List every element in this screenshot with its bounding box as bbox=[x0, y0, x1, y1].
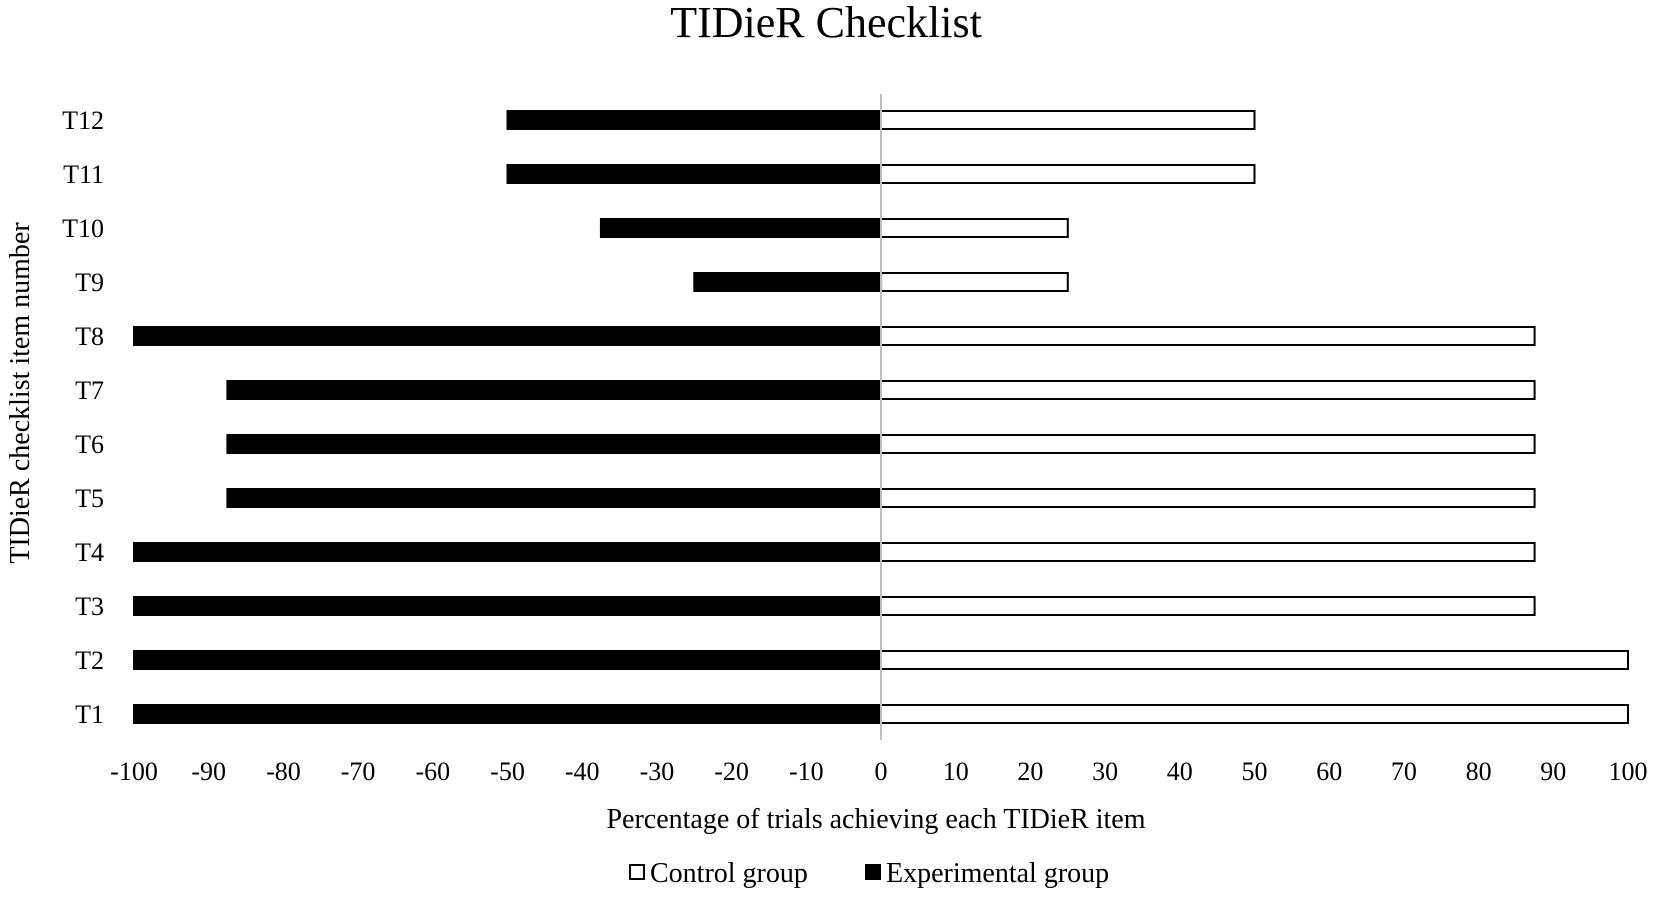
chart-title: TIDieR Checklist bbox=[670, 0, 982, 47]
y-tick-label-t4: T4 bbox=[75, 538, 104, 567]
control-bar-t2 bbox=[880, 650, 1629, 670]
legend: Control group Experimental group bbox=[629, 858, 1109, 889]
y-tick-labels: T1 T2 T3 T4 T5 T6 T7 T8 T9 T10 T11 T12 bbox=[62, 106, 104, 729]
control-bar-t11 bbox=[880, 164, 1256, 184]
experimental-bar-t8 bbox=[133, 326, 882, 346]
x-tick-label: 30 bbox=[1092, 757, 1118, 786]
control-bar-t1 bbox=[880, 704, 1629, 724]
y-tick-label-t10: T10 bbox=[62, 214, 104, 243]
x-tick-label: 70 bbox=[1391, 757, 1417, 786]
x-tick-label: -60 bbox=[415, 757, 450, 786]
y-axis-title: TIDieR checklist item number bbox=[5, 222, 36, 564]
experimental-bar-t4 bbox=[133, 542, 882, 562]
x-tick-label: -20 bbox=[714, 757, 749, 786]
experimental-bar-t11 bbox=[506, 164, 882, 184]
x-tick-label: 100 bbox=[1609, 757, 1648, 786]
x-tick-label: -80 bbox=[266, 757, 301, 786]
x-tick-label: -10 bbox=[789, 757, 824, 786]
control-bar-t9 bbox=[880, 272, 1069, 292]
experimental-bar-t2 bbox=[133, 650, 882, 670]
legend-swatch-control bbox=[629, 864, 645, 880]
control-bar-t5 bbox=[880, 488, 1536, 508]
x-tick-label: 0 bbox=[875, 757, 888, 786]
control-bar-t12 bbox=[880, 110, 1256, 130]
x-tick-label: 80 bbox=[1466, 757, 1492, 786]
y-tick-label-t12: T12 bbox=[62, 106, 104, 135]
y-tick-label-t11: T11 bbox=[63, 160, 104, 189]
legend-swatch-experimental bbox=[865, 864, 881, 880]
control-bar-t7 bbox=[880, 380, 1536, 400]
experimental-bar-t12 bbox=[506, 110, 882, 130]
experimental-bar-t9 bbox=[693, 272, 883, 292]
x-tick-label: 90 bbox=[1540, 757, 1566, 786]
experimental-bar-t1 bbox=[133, 704, 882, 724]
y-tick-label-t1: T1 bbox=[75, 700, 104, 729]
x-tick-labels: -100 -90 -80 -70 -60 -50 -40 -30 -20 -10 0 10 20 30 40… bbox=[110, 757, 1647, 786]
y-tick-label-t5: T5 bbox=[75, 484, 104, 513]
experimental-bar-t6 bbox=[226, 434, 882, 454]
x-tick-label: -30 bbox=[640, 757, 675, 786]
x-tick-label: -100 bbox=[110, 757, 158, 786]
x-tick-label: -90 bbox=[191, 757, 226, 786]
y-tick-label-t8: T8 bbox=[75, 322, 104, 351]
y-tick-label-t6: T6 bbox=[75, 430, 104, 459]
y-tick-label-t9: T9 bbox=[75, 268, 104, 297]
x-tick-label: 40 bbox=[1167, 757, 1193, 786]
control-bar-t4 bbox=[880, 542, 1536, 562]
x-axis-title: Percentage of trials achieving each TIDi… bbox=[606, 804, 1145, 835]
y-tick-label-t2: T2 bbox=[75, 646, 104, 675]
x-tick-label: 10 bbox=[943, 757, 969, 786]
x-tick-label: -40 bbox=[565, 757, 600, 786]
control-bar-t10 bbox=[880, 218, 1069, 238]
experimental-bar-t5 bbox=[226, 488, 882, 508]
x-tick-label: -70 bbox=[341, 757, 376, 786]
y-tick-label-t7: T7 bbox=[75, 376, 104, 405]
x-tick-label: 60 bbox=[1316, 757, 1342, 786]
control-bar-t6 bbox=[880, 434, 1536, 454]
experimental-bar-t10 bbox=[599, 218, 883, 238]
control-bar-t8 bbox=[880, 326, 1536, 346]
x-tick-label: 50 bbox=[1242, 757, 1268, 786]
experimental-bar-t3 bbox=[133, 596, 882, 616]
legend-label-experimental: Experimental group bbox=[886, 858, 1109, 889]
legend-label-control: Control group bbox=[650, 858, 808, 889]
x-tick-label: -50 bbox=[490, 757, 525, 786]
control-bar-t3 bbox=[880, 596, 1536, 616]
x-tick-label: 20 bbox=[1017, 757, 1043, 786]
experimental-bar-t7 bbox=[226, 380, 882, 400]
y-tick-label-t3: T3 bbox=[75, 592, 104, 621]
